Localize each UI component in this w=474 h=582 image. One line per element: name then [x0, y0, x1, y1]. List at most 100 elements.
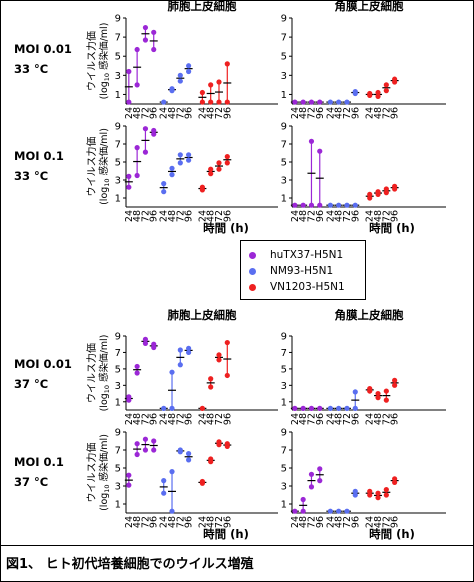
- panel-0-0-point-lo-0-2: [142, 37, 149, 43]
- panel-3-1-point-hi-0-0: [292, 508, 298, 514]
- panel-2-0-xtick-2-2: 72: [214, 413, 225, 425]
- panel-2-0-point-hi-1-3: [186, 345, 192, 351]
- panel-0-0-ytick-label-1: 3: [115, 71, 121, 82]
- panel-2-0-ytick-label-0: 1: [115, 397, 121, 408]
- row-label-3-0: MOI 0.1: [14, 455, 64, 469]
- panel-3-1-xtick-1-3: 96: [350, 516, 361, 528]
- panel-0-0-xtick-0-3: 96: [149, 107, 160, 119]
- panel-3-1-xtick-0-0: 24: [290, 516, 301, 528]
- row-label-0-1: 33 °C: [14, 62, 48, 76]
- panel-2-1-point-hi-1-1: [336, 405, 342, 411]
- panel-0-1-xtick-0-2: 72: [306, 107, 317, 119]
- panel-0-0-point-hi-1-2: [177, 72, 183, 78]
- panel-1-1-xtick-1-2: 72: [342, 210, 353, 222]
- panel-0-0-xtick-1-2: 72: [175, 107, 186, 119]
- panel-2-1-point-hi-0-0: [292, 405, 298, 411]
- panel-1-1-point-hi-0-1: [300, 202, 306, 208]
- legend-label-vn1203: VN1203-H5N1: [270, 281, 345, 293]
- panel-3-0-point-hi-1-0: [161, 478, 167, 484]
- panel-2-0-point-lo-2-3: [224, 372, 230, 379]
- panel-1-1-point-hi-1-0: [327, 202, 333, 208]
- panel-1-0-point-hi-1-0: [161, 181, 167, 187]
- panel-0-0-point-lo-2-2: [216, 99, 222, 105]
- panel-2-1-title: 角膜上皮細胞: [335, 308, 404, 322]
- panel-1-1-ytick-label-3: 7: [281, 140, 287, 151]
- panel-0-1-point-lo-1-3: [352, 90, 358, 97]
- panel-1-0-point-lo-0-2: [142, 149, 149, 155]
- panel-3-1-xtick-2-0: 24: [365, 516, 376, 528]
- panel-2-0-point-hi-0-1: [134, 363, 140, 370]
- panel-3-0-ytick-label-1: 3: [115, 482, 121, 493]
- panel-0-0-ytick-label-0: 1: [115, 90, 121, 101]
- panel-2-0-point-hi-2-3: [224, 339, 230, 346]
- panel-2-0-point-lo-1-1: [169, 405, 175, 411]
- panel-1-0-ytick-label-0: 1: [115, 194, 121, 205]
- panel-3-0-xtick-2-0: 24: [197, 516, 208, 528]
- panel-0-1-xtick-2-3: 96: [390, 107, 401, 119]
- panel-1-0-point-hi-0-1: [134, 145, 140, 151]
- panel-1-0-xtick-0-3: 96: [149, 210, 160, 222]
- legend-item-nm93: NM93-H5N1: [249, 265, 333, 277]
- panel-2-0-point-lo-0-0: [126, 397, 132, 403]
- panel-2-0-point-lo-1-2: [177, 362, 183, 368]
- panel-2-0-xtick-1-3: 96: [184, 413, 195, 425]
- panel-1-0-point-lo-2-3: [224, 160, 230, 166]
- panel-1-0-point-hi-2-3: [224, 154, 230, 160]
- panel-1-1-xtick-0-1: 48: [298, 210, 309, 222]
- panel-1-1-point-lo-0-2: [308, 202, 315, 208]
- panel-1-0-ylabel-line1: ウイルス力価: [85, 137, 98, 197]
- panel-3-1-point-hi-0-2: [308, 471, 315, 477]
- panel-0-0-ylabel-line1: ウイルス力価: [85, 31, 98, 91]
- panel-0-1-point-hi-0-2: [308, 99, 315, 105]
- caption-divider: [0, 545, 474, 546]
- panel-1-1-point-hi-1-3: [352, 202, 358, 208]
- panel-0-0-point-lo-0-3: [151, 46, 157, 53]
- panel-0-0-xtick-1-0: 24: [159, 107, 170, 119]
- panel-3-1-point-hi-1-2: [344, 508, 350, 514]
- panel-2-1-point-lo-2-0: [367, 388, 373, 394]
- panel-0-0-point-hi-1-0: [161, 99, 167, 105]
- panel-0-1-xtick-2-2: 72: [381, 107, 392, 119]
- panel-2-1-ytick-label-3: 7: [281, 348, 287, 359]
- panel-3-0-ytick-label-4: 9: [115, 428, 121, 439]
- panel-2-0-xtick-2-1: 48: [206, 413, 217, 425]
- panel-3-0-xtick-1-2: 72: [175, 516, 186, 528]
- panel-3-1-ytick-label-0: 1: [281, 500, 287, 511]
- panel-0-0-point-hi-1-3: [186, 63, 192, 69]
- panel-1-1-ytick-label-2: 5: [281, 158, 287, 169]
- panel-2-1-point-hi-1-2: [344, 405, 350, 411]
- figure-caption: 図1、 ヒト初代培養細胞でのウイルス増殖: [6, 557, 254, 572]
- panel-2-0-ytick-label-2: 5: [115, 364, 121, 375]
- panel-1-0-point-hi-1-3: [186, 152, 192, 158]
- panel-1-1-xtick-1-0: 24: [325, 210, 336, 222]
- panel-2-0-point-lo-1-3: [186, 349, 192, 356]
- panel-3-0-point-hi-0-2: [142, 436, 149, 442]
- panel-1-1-xtick-1-1: 48: [334, 210, 345, 222]
- panel-0-0-point-hi-2-1: [208, 82, 214, 88]
- panel-0-0-ytick-label-3: 7: [115, 33, 121, 44]
- panel-1-1-xtick-0-0: 24: [290, 210, 301, 222]
- panel-1-0-point-hi-0-2: [142, 126, 149, 132]
- panel-3-1-point-hi-0-1: [300, 496, 306, 503]
- panel-1-0-point-lo-2-0: [199, 187, 205, 193]
- panel-3-0-xtick-0-2: 72: [140, 516, 151, 528]
- panel-1-0-point-hi-0-0: [126, 173, 132, 179]
- panel-2-0-point-hi-0-2: [142, 336, 149, 342]
- panel-1-0-point-hi-2-2: [216, 160, 222, 166]
- row-label-1-0: MOI 0.1: [14, 149, 64, 163]
- panel-2-1-point-hi-1-3: [352, 389, 358, 395]
- panel-1-1-point-lo-2-2: [383, 190, 389, 196]
- panel-2-0-point-hi-2-2: [216, 352, 222, 358]
- panel-3-0-point-lo-0-1: [134, 451, 140, 458]
- panel-3-1-point-hi-2-1: [375, 490, 381, 496]
- panel-0-0-point-hi-0-3: [151, 29, 157, 35]
- panel-0-0-point-lo-1-3: [186, 68, 192, 75]
- panel-3-0-xtick-2-1: 48: [206, 516, 217, 528]
- panel-1-0-point-lo-0-3: [151, 131, 157, 137]
- panel-3-0-point-hi-1-3: [186, 451, 192, 457]
- panel-2-1-point-lo-2-2: [383, 397, 389, 403]
- panel-2-0-ylabel-line1: ウイルス力価: [85, 343, 98, 403]
- legend-label-hutx37: huTX37-H5N1: [270, 249, 344, 261]
- panel-0-1-xtick-2-1: 48: [373, 107, 384, 119]
- panel-3-1-point-lo-2-0: [367, 492, 373, 498]
